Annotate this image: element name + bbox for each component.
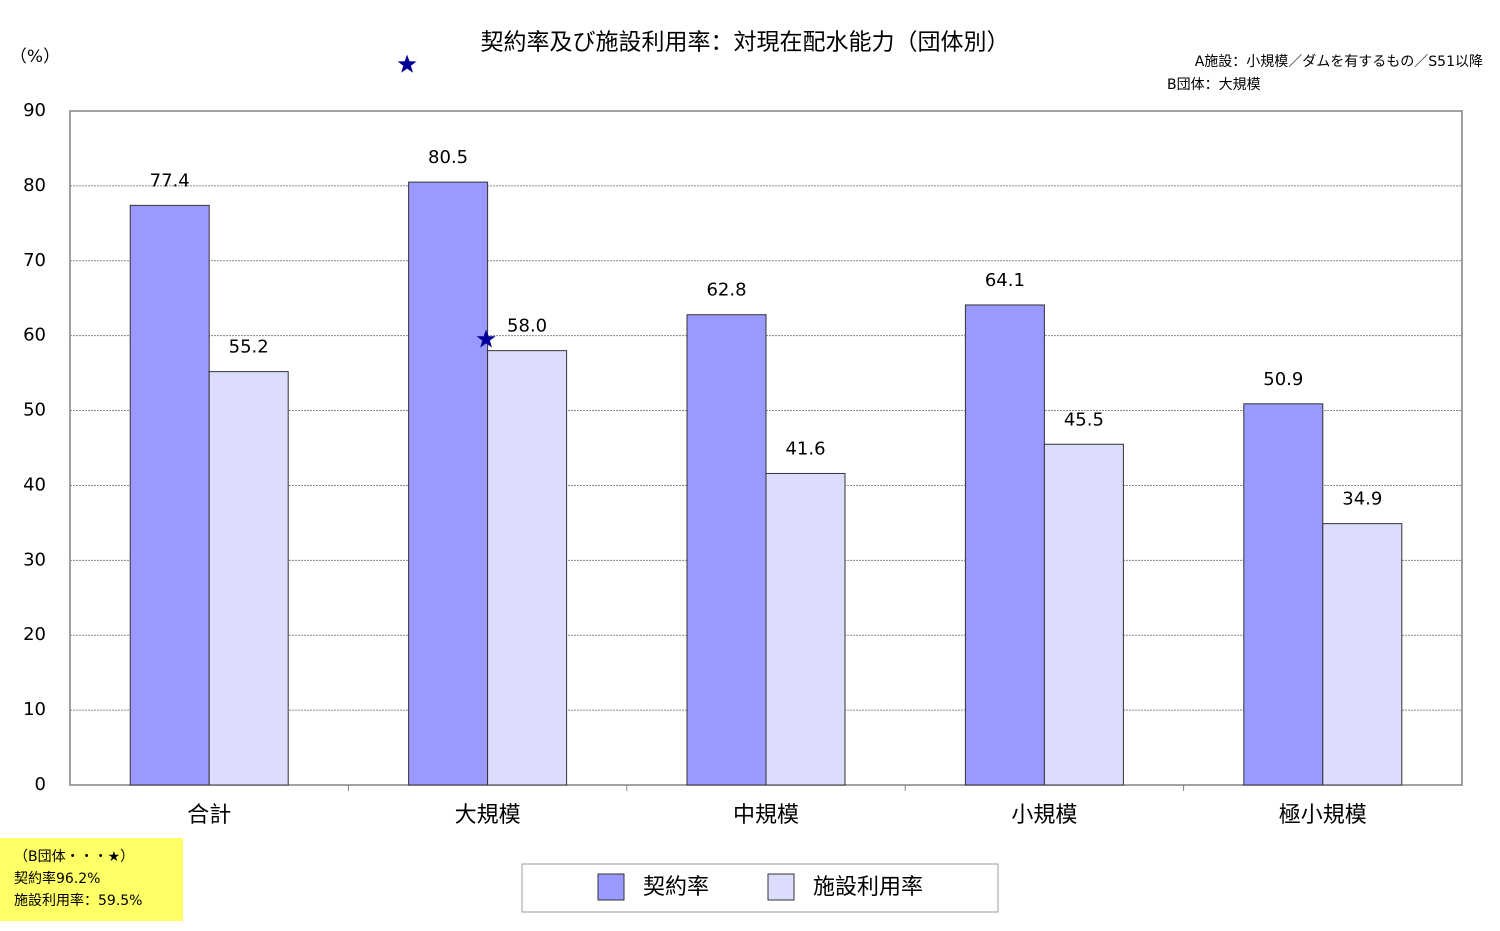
data-label: 58.0 bbox=[507, 316, 547, 337]
bar bbox=[765, 472, 846, 786]
bar bbox=[1243, 403, 1324, 786]
data-label: 77.4 bbox=[150, 170, 190, 191]
data-label: 55.2 bbox=[229, 337, 269, 358]
bar bbox=[487, 350, 568, 786]
legend-swatch bbox=[767, 873, 795, 901]
bar bbox=[1322, 523, 1403, 786]
note-line: （B団体・・・★） bbox=[14, 849, 134, 865]
y-tick-label: 70 bbox=[23, 250, 46, 271]
chart-title: 契約率及び施設利用率：対現在配水能力（団体別） bbox=[481, 30, 1010, 56]
legend-label: 契約率 bbox=[643, 875, 709, 900]
legend-label: 施設利用率 bbox=[813, 875, 923, 900]
star-marker bbox=[476, 329, 496, 348]
x-tick-label: 大規模 bbox=[455, 803, 521, 828]
x-tick-label: 中規模 bbox=[733, 803, 799, 828]
y-tick-label: 20 bbox=[23, 624, 46, 645]
note-line: 施設利用率：59.5% bbox=[14, 892, 142, 909]
data-label: 64.1 bbox=[985, 270, 1025, 291]
y-tick-label: 30 bbox=[23, 549, 46, 570]
note-box bbox=[0, 838, 183, 921]
note-line: 契約率96.2% bbox=[14, 870, 100, 887]
y-tick-label: 80 bbox=[23, 175, 46, 196]
y-tick-label: 90 bbox=[23, 100, 46, 121]
y-tick-label: 50 bbox=[23, 400, 46, 421]
bar bbox=[208, 371, 289, 786]
data-label: 41.6 bbox=[785, 438, 825, 459]
y-unit: （%） bbox=[10, 47, 60, 67]
x-tick-label: 小規模 bbox=[1011, 803, 1077, 828]
data-label: 80.5 bbox=[428, 147, 468, 168]
y-tick-label: 40 bbox=[23, 474, 46, 495]
bar bbox=[964, 304, 1045, 786]
data-label: 34.9 bbox=[1342, 489, 1382, 510]
data-label: 50.9 bbox=[1263, 369, 1303, 390]
y-tick-label: 10 bbox=[23, 699, 46, 720]
data-label: 45.5 bbox=[1064, 409, 1104, 430]
bar bbox=[686, 314, 767, 786]
x-tick-label: 合計 bbox=[187, 803, 231, 828]
legend-box bbox=[521, 863, 999, 913]
bar bbox=[408, 181, 489, 786]
bar bbox=[129, 204, 210, 786]
bar bbox=[1043, 443, 1124, 786]
data-label: 62.8 bbox=[706, 280, 746, 301]
annotation: A施設：小規模／ダムを有するもの／S51以降 bbox=[1195, 54, 1483, 70]
x-tick-label: 極小規模 bbox=[1279, 803, 1367, 828]
legend-swatch bbox=[597, 873, 625, 901]
star-marker bbox=[397, 54, 417, 73]
y-tick-label: 0 bbox=[35, 774, 46, 795]
y-tick-label: 60 bbox=[23, 325, 46, 346]
annotation: B団体：大規模 bbox=[1167, 77, 1261, 93]
